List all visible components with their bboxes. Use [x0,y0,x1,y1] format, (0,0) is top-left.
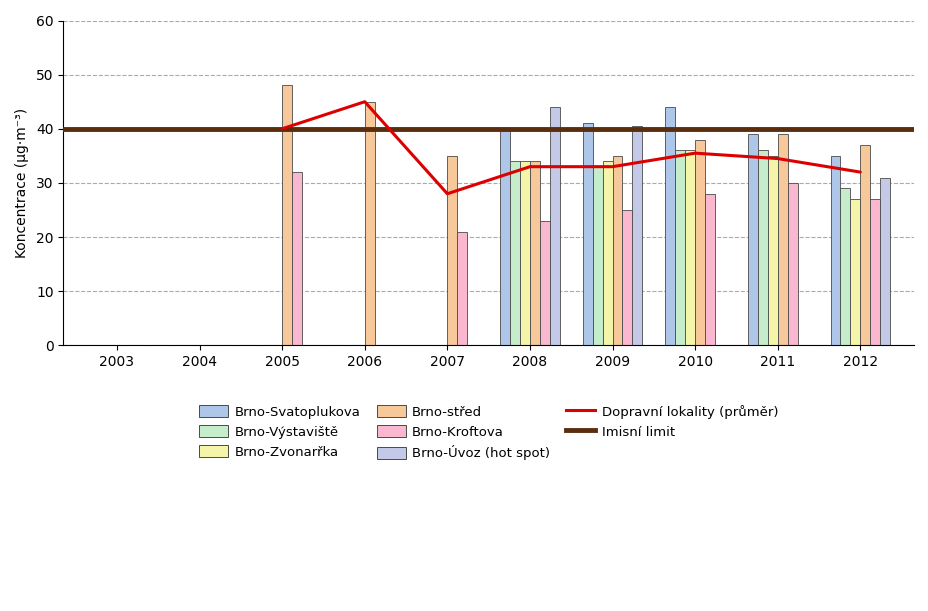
Bar [830,156,840,345]
Bar [612,156,622,345]
Bar [664,107,675,345]
Bar [602,161,612,345]
Bar [549,107,559,345]
Bar [447,156,457,345]
Bar [777,134,787,345]
Legend: Brno-Svatoplukova, Brno-Výstaviště, Brno-Zvonarřka, Brno-střed, Brno-Kroftova, B: Brno-Svatoplukova, Brno-Výstaviště, Brno… [195,401,781,464]
Bar [282,86,291,345]
Bar [840,188,849,345]
Bar [499,129,509,345]
Bar [592,167,602,345]
Bar [582,123,592,345]
Bar [457,232,467,345]
Bar [509,161,520,345]
Bar [365,101,374,345]
Bar [685,150,694,345]
Bar [747,134,757,345]
Bar [870,199,879,345]
Bar [859,145,870,345]
Bar [675,150,685,345]
Bar [539,221,549,345]
Bar [632,126,641,345]
Bar [767,156,777,345]
Bar [757,150,767,345]
Bar [879,178,889,345]
Bar [529,161,539,345]
Y-axis label: Koncentrace (µg·m⁻³): Koncentrace (µg·m⁻³) [15,108,29,258]
Bar [704,194,715,345]
Bar [787,183,796,345]
Bar [622,210,632,345]
Bar [520,161,529,345]
Bar [291,172,302,345]
Bar [694,139,704,345]
Bar [849,199,859,345]
